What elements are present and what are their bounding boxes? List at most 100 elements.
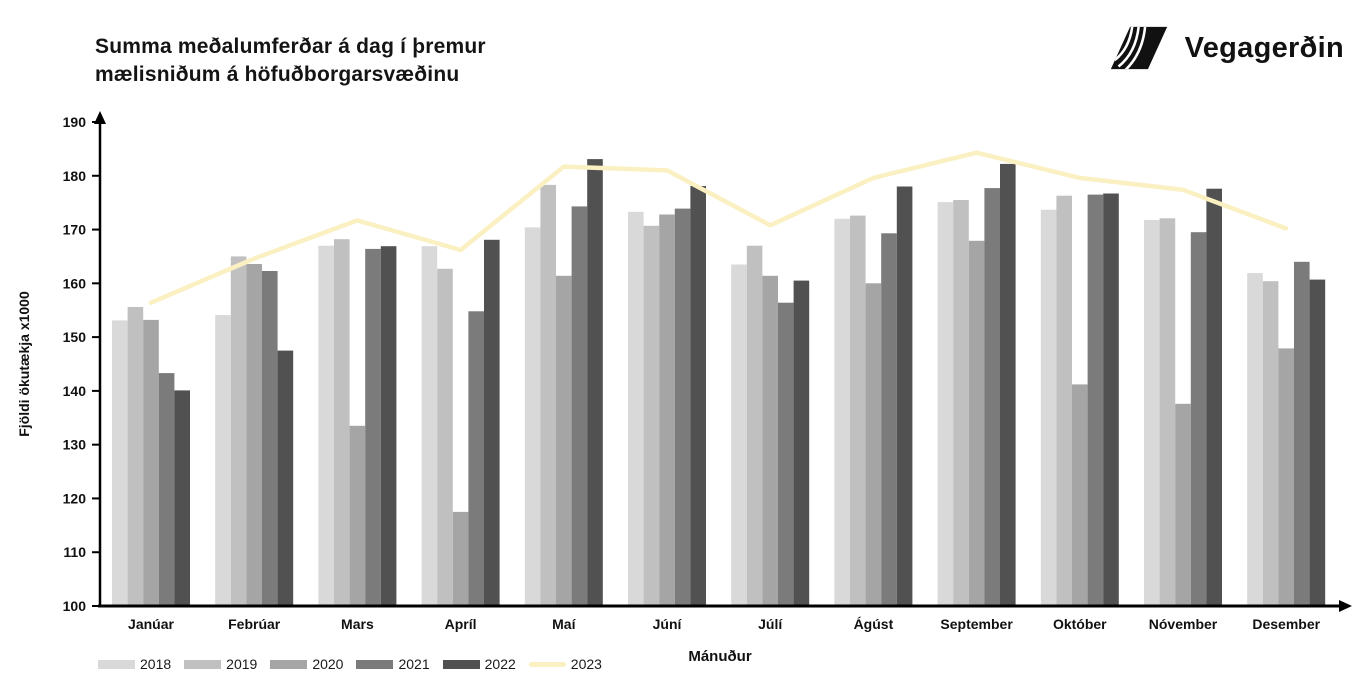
legend-label-2018: 2018 [140,656,172,672]
legend-item-2021: 2021 [356,656,430,672]
legend-item-2019: 2019 [184,656,257,672]
bar-2022-Júlí [793,280,810,606]
bar-2020-September [968,240,985,607]
bar-2018-Febrúar [215,315,231,606]
legend-swatch-2019 [184,659,222,669]
bar-2018-Maí [524,227,541,606]
bar-2020-Febrúar [246,264,262,606]
bar-2021-Apríl [468,311,484,606]
bar-2019-Mars [334,239,350,606]
bar-2021-Janúar [158,373,175,606]
bar-2022-Mars [380,246,397,606]
bar-2019-Ágúst [850,215,866,606]
bar-2021-Október [1087,194,1104,606]
chart-title: Summa meðalumferðar á dag í þremur mælis… [95,35,486,86]
legend-label-2023: 2023 [570,656,602,672]
bar-2018-Desember [1247,273,1263,606]
bar-2020-Mars [349,425,366,606]
bar-2018-Október [1040,209,1057,606]
bar-2019-Júlí [746,245,763,606]
bar-2020-Júlí [762,275,778,606]
bar-2021-Ágúst [881,233,897,607]
bar-2018-Júlí [731,264,747,606]
x-tick-label-Maí: Maí [552,616,576,632]
y-axis-arrow [94,111,106,124]
bar-2020-Janúar [143,319,159,606]
vegagerdin-logo-text: Vegagerðin [1184,31,1344,64]
x-tick-label-Febrúar: Febrúar [228,616,281,632]
x-tick-label-Júní: Júní [653,616,683,632]
bar-2021-Desember [1294,261,1310,606]
bar-2022-Apríl [484,239,500,607]
x-tick-label-Apríl: Apríl [445,616,477,632]
bar-2021-Mars [365,248,381,606]
bar-2020-Desember [1278,348,1294,606]
y-tick-label-190: 190 [63,114,87,130]
bar-2019-Desember [1262,281,1279,606]
bar-2022-Júní [690,186,706,606]
bar-2018-Mars [318,245,334,606]
y-tick-label-110: 110 [63,544,86,560]
bar-2020-Ágúst [865,283,882,606]
x-tick-label-Desember: Desember [1252,616,1320,632]
bar-2019-Febrúar [230,256,247,606]
bar-2019-Október [1056,195,1072,606]
bar-2020-Maí [556,275,572,606]
bar-2018-Ágúst [834,218,850,607]
bar-2020-Október [1072,384,1088,606]
x-axis-arrow [1339,600,1352,612]
bar-2022-Nóvember [1206,188,1222,606]
x-tick-label-Júlí: Júlí [758,616,783,632]
x-tick-label-Nóvember: Nóvember [1149,616,1218,632]
bar-2020-Nóvember [1175,403,1191,606]
bar-2019-Janúar [127,307,144,606]
legend-label-2022: 2022 [484,656,516,672]
vegagerdin-logo-icon [1110,26,1167,70]
bar-2021-Júní [674,208,691,606]
bar-2021-Júlí [778,302,794,606]
x-tick-label-Janúar: Janúar [128,616,174,632]
y-tick-label-160: 160 [63,275,87,291]
bar-2020-Júní [659,214,675,606]
y-tick-label-170: 170 [63,222,87,238]
bar-2019-Apríl [437,268,453,606]
y-tick-label-150: 150 [63,329,87,345]
x-axis-label: Mánuður [688,648,752,665]
legend-label-2019: 2019 [226,656,258,672]
x-tick-label-September: September [940,616,1013,632]
bar-2018-Apríl [421,246,438,606]
bar-2022-Febrúar [277,350,294,606]
bar-2019-September [953,200,969,606]
legend-swatch-2022 [442,659,480,669]
x-tick-label-Október: Október [1053,616,1107,632]
chart-legend: 2018 2019 2020 2021 2022 2023 [98,656,615,672]
legend-swatch-2018 [98,659,135,669]
bar-2019-Júní [643,225,660,607]
y-axis-label: Fjöldi ökutækja x1000 [16,291,32,437]
legend-label-2021: 2021 [398,656,430,672]
legend-swatch-2020 [270,659,308,669]
line-2023 [148,150,1289,305]
bar-2018-September [937,202,954,606]
bar-2018-Júní [628,211,644,607]
bar-2019-Maí [540,184,556,606]
legend-item-2018: 2018 [98,656,171,672]
legend-swatch-2023 [528,661,566,667]
y-tick-label-140: 140 [63,383,87,399]
bar-2018-Nóvember [1144,219,1160,606]
bar-2021-September [984,188,1000,606]
x-tick-label-Ágúst: Ágúst [854,616,894,632]
y-tick-label-100: 100 [63,598,87,614]
legend-item-2022: 2022 [442,656,516,672]
vegagerdin-logo: Vegagerðin [1107,24,1344,72]
legend-item-2020: 2020 [270,656,343,672]
bar-2019-Nóvember [1159,218,1176,607]
legend-label-2020: 2020 [312,656,344,672]
y-tick-label-180: 180 [63,168,87,184]
bar-2021-Maí [571,206,588,606]
bar-2021-Nóvember [1190,232,1207,606]
bar-2022-September [1000,163,1016,606]
bar-2020-Apríl [452,511,469,606]
